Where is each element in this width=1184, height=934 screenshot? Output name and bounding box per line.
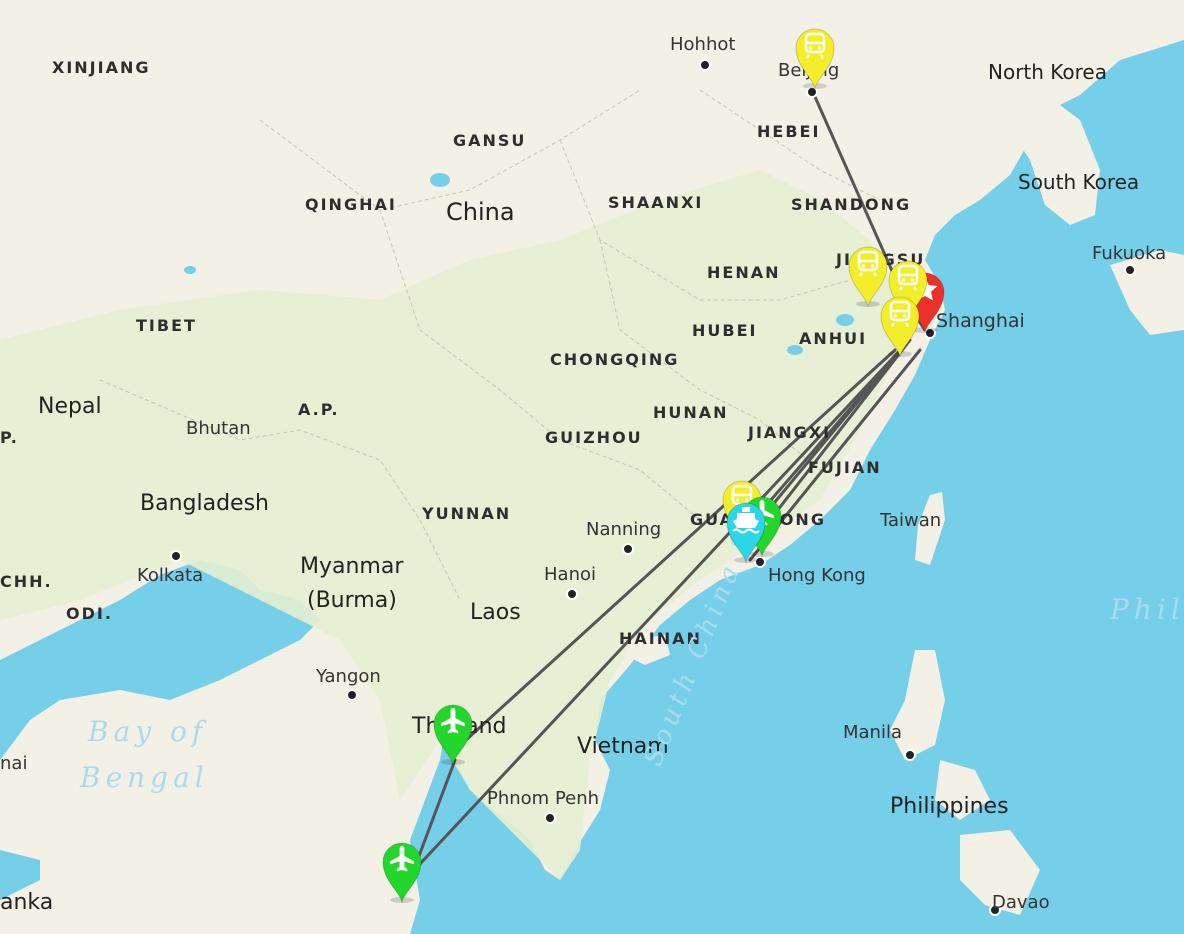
route-lines	[403, 88, 927, 882]
city-dot	[989, 904, 1001, 916]
land-japan	[1110, 250, 1184, 335]
airplane-icon	[441, 708, 465, 734]
city-dot	[170, 550, 182, 562]
city-dot	[806, 86, 818, 98]
land-luzon	[890, 650, 945, 760]
land-vegetation	[0, 170, 900, 880]
lake	[836, 314, 854, 326]
land-visayas	[935, 760, 990, 820]
city-dot	[924, 327, 936, 339]
marker-phuket-flight[interactable]	[377, 836, 427, 904]
lake	[787, 345, 803, 355]
city-dot	[346, 689, 358, 701]
train-icon	[897, 264, 919, 291]
lake	[184, 266, 196, 274]
city-dot	[904, 749, 916, 761]
city-dot	[622, 543, 634, 555]
borders	[99, 89, 881, 601]
airplane-icon	[390, 846, 414, 872]
marker-hongkong-ferry[interactable]	[721, 496, 771, 564]
lake	[430, 173, 450, 187]
land-taiwan	[915, 492, 945, 565]
land-korea	[1000, 90, 1100, 225]
city-dot	[566, 588, 578, 600]
train-icon	[804, 32, 826, 59]
marker-bangkok-flight[interactable]	[428, 698, 478, 766]
land-mindanao	[960, 830, 1040, 915]
train-icon	[857, 250, 879, 277]
ferry-icon	[732, 507, 760, 534]
city-dot	[699, 59, 711, 71]
city-dot	[544, 812, 556, 824]
train-icon	[889, 300, 911, 327]
land-hainan	[625, 635, 670, 665]
marker-beijing-train[interactable]	[790, 22, 840, 90]
marker-nanjing-train[interactable]	[843, 240, 893, 308]
city-dot	[1124, 264, 1136, 276]
marker-shanghai-train[interactable]	[875, 290, 925, 358]
city-dot	[754, 556, 766, 568]
